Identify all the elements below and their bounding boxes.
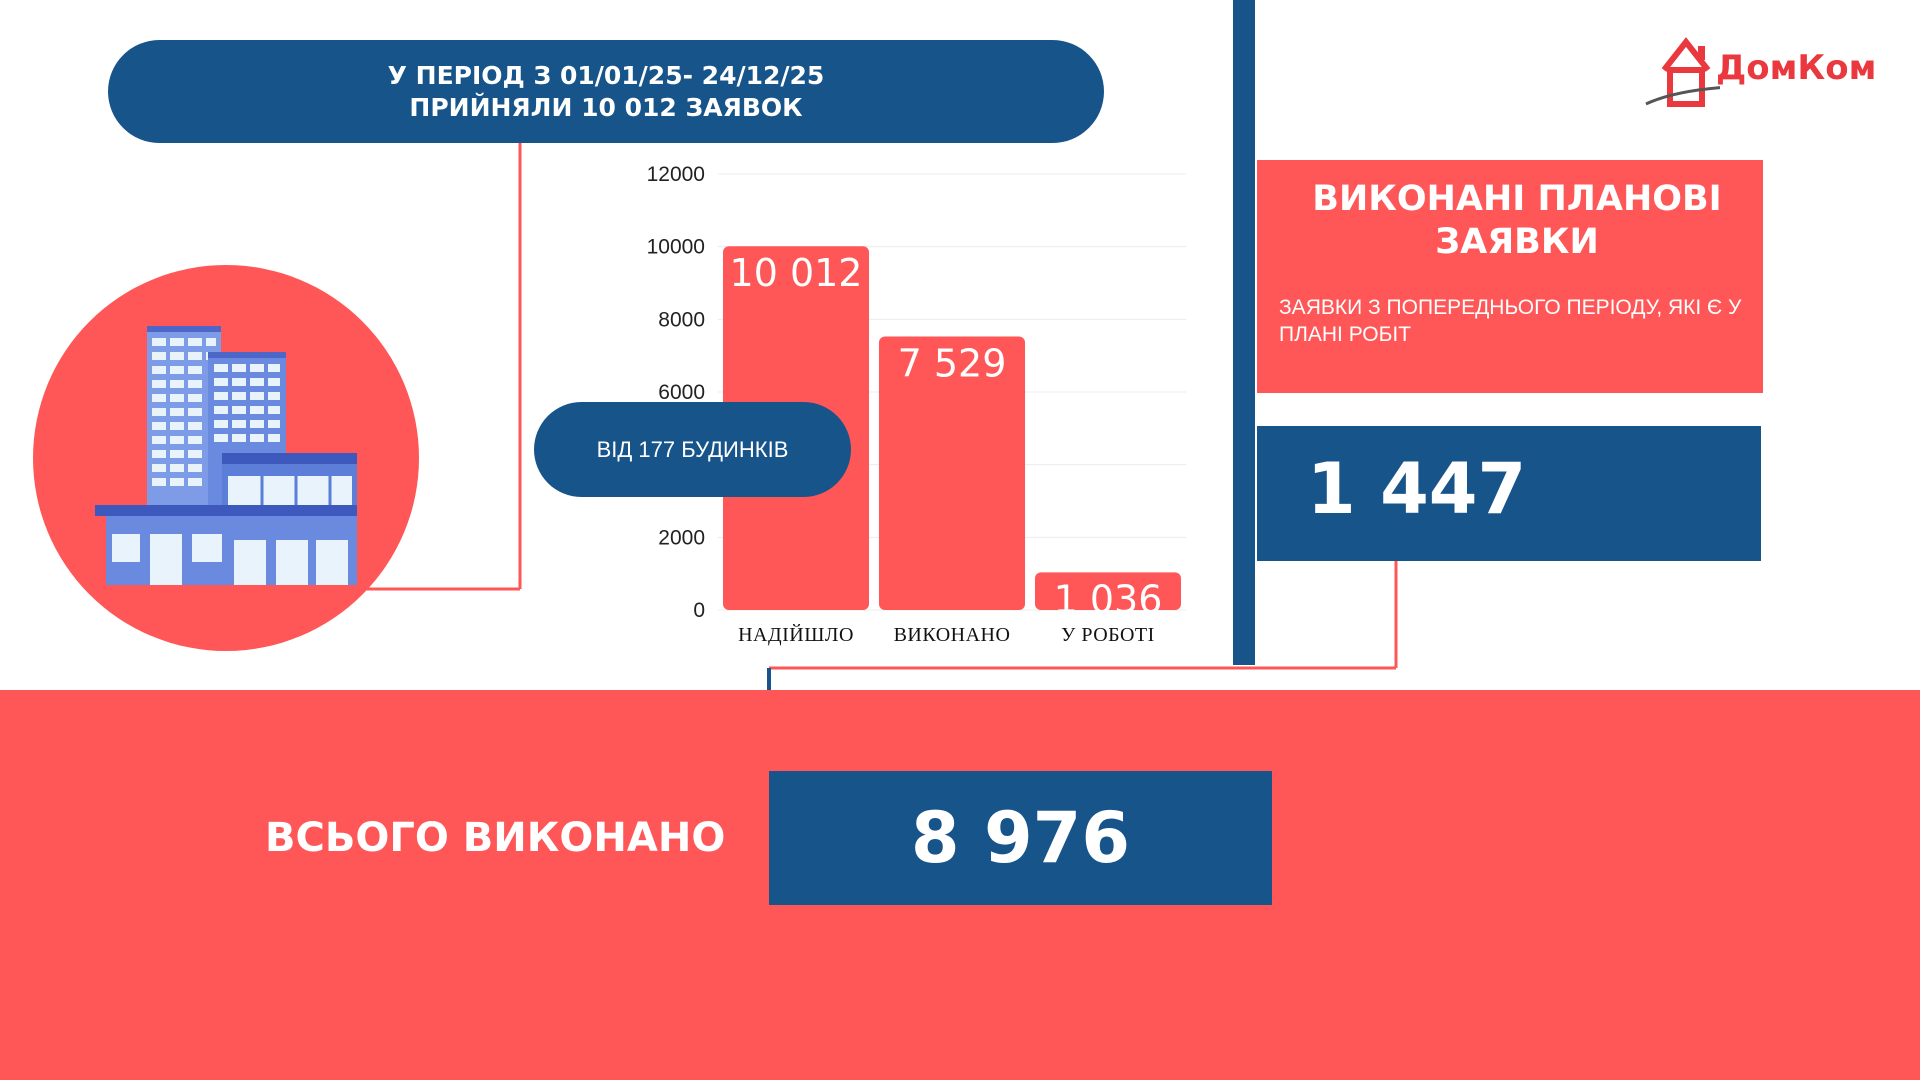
period-line-2: ПРИЙНЯЛИ 10 012 ЗАЯВОК — [409, 92, 803, 122]
category-label: НАДІЙШЛО — [738, 623, 854, 646]
category-label: ВИКОНАНО — [894, 624, 1011, 646]
period-line-1: У ПЕРІОД З 01/01/25- 24/12/25 — [387, 60, 825, 90]
bar-1 — [879, 336, 1025, 610]
bar-value-label: 7 529 — [898, 341, 1007, 385]
category-label: У РОБОТІ — [1061, 624, 1155, 646]
planned-requests-card: ВИКОНАНІ ПЛАНОВІ ЗАЯВКИ ЗАЯВКИ З ПОПЕРЕД… — [1257, 160, 1763, 393]
y-tick-label: 2000 — [658, 526, 705, 549]
vertical-divider — [1233, 0, 1255, 665]
logo: ДомКом — [1640, 30, 1900, 110]
bar-value-label: 1 036 — [1054, 577, 1163, 621]
planned-requests-value-box: 1 447 — [1257, 426, 1761, 561]
y-tick-label: 6000 — [658, 381, 705, 404]
planned-requests-title: ВИКОНАНІ ПЛАНОВІ ЗАЯВКИ — [1257, 178, 1777, 264]
planned-title-line-1: ВИКОНАНІ ПЛАНОВІ — [1312, 179, 1722, 219]
planned-requests-subtitle: ЗАЯВКИ З ПОПЕРЕДНЬОГО ПЕРІОДУ, ЯКІ Є У П… — [1279, 296, 1742, 346]
period-banner: У ПЕРІОД З 01/01/25- 24/12/25 ПРИЙНЯЛИ 1… — [108, 40, 1104, 143]
total-done-label: ВСЬОГО ВИКОНАНО — [265, 815, 726, 861]
y-tick-label: 12000 — [647, 163, 705, 186]
houses-count-label: ВІД 177 БУДИНКІВ — [596, 436, 789, 462]
planned-title-line-2: ЗАЯВКИ — [1435, 222, 1599, 262]
houses-count-badge: ВІД 177 БУДИНКІВ — [534, 402, 851, 497]
office-building-icon — [33, 265, 419, 651]
total-done-box: 8 976 — [769, 771, 1272, 905]
bar-2 — [1035, 572, 1181, 610]
planned-requests-value: 1 447 — [1307, 448, 1527, 530]
y-tick-label: 0 — [693, 599, 705, 622]
y-tick-label: 10000 — [647, 236, 705, 259]
bar-value-label: 10 012 — [730, 251, 863, 295]
logo-text: ДомКом — [1716, 48, 1877, 88]
house-icon — [1645, 37, 1720, 107]
total-done-value: 8 976 — [910, 797, 1131, 879]
y-tick-label: 8000 — [658, 308, 705, 331]
